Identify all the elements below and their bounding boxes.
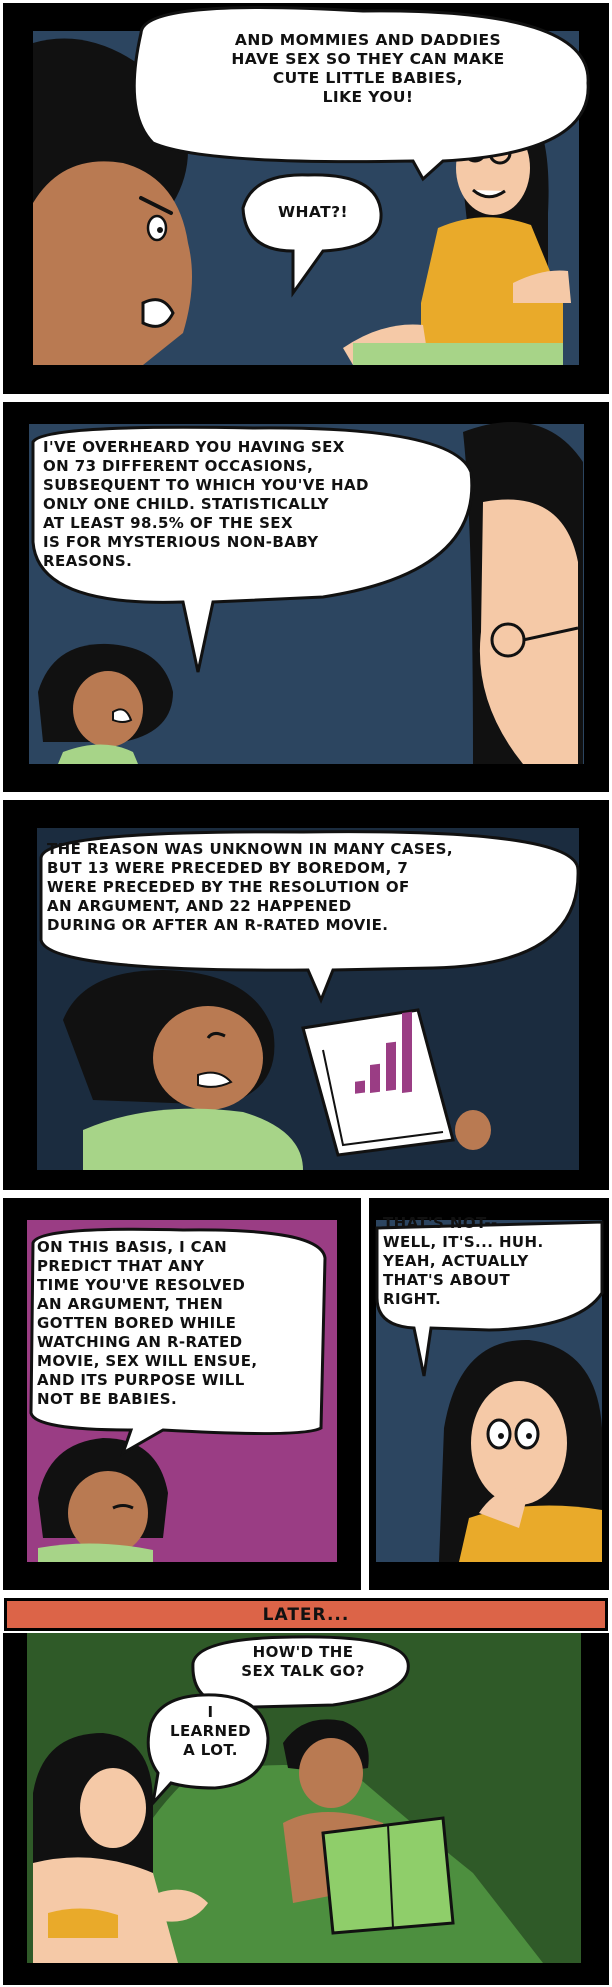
panel-4-art bbox=[27, 1220, 337, 1562]
panel-2: I'VE OVERHEARD YOU HAVING SEX ON 73 DIFF… bbox=[3, 402, 609, 792]
later-caption: LATER... bbox=[262, 1604, 350, 1625]
dad-face bbox=[299, 1738, 363, 1808]
kid-shirt bbox=[83, 1108, 303, 1170]
kid-speech-bubble bbox=[31, 425, 474, 673]
panel-6-art bbox=[27, 1633, 581, 1963]
dad-speech-text: HOW'D THE SEX TALK GO? bbox=[241, 1643, 365, 1680]
mom-speech-bubble bbox=[375, 1220, 604, 1377]
mom-top bbox=[48, 1908, 118, 1938]
panel-3: THE REASON WAS UNKNOWN IN MANY CASES, BU… bbox=[3, 800, 609, 1190]
kid-face bbox=[153, 1006, 263, 1110]
kid-speech-bubble bbox=[39, 830, 580, 1004]
kid-speech-text: ON THIS BASIS, I CAN PREDICT THAT ANY TI… bbox=[37, 1238, 258, 1408]
panel-5-art bbox=[375, 1220, 604, 1562]
mom-speech-text: THAT'S NOT-- WELL, IT'S... HUH. YEAH, AC… bbox=[383, 1214, 544, 1308]
mom-face bbox=[479, 499, 578, 764]
later-caption-banner: LATER... bbox=[4, 1598, 608, 1631]
kid-speech-text: THE REASON WAS UNKNOWN IN MANY CASES, BU… bbox=[47, 840, 453, 934]
kid-speech-bubble bbox=[29, 1227, 327, 1457]
panel-2-art bbox=[29, 422, 584, 764]
mom-speech-text: AND MOMMIES AND DADDIES HAVE SEX SO THEY… bbox=[231, 31, 505, 106]
panel-6: HOW'D THE SEX TALK GO? I LEARNED A LOT. bbox=[3, 1633, 609, 1985]
kid-speech-text: WHAT?! bbox=[278, 203, 348, 221]
panel-3-art bbox=[37, 828, 580, 1170]
panel-1: AND MOMMIES AND DADDIES HAVE SEX SO THEY… bbox=[3, 3, 609, 394]
kid-face bbox=[68, 1471, 148, 1555]
mom-speech-text: I LEARNED A LOT. bbox=[169, 1703, 251, 1759]
mom-face bbox=[80, 1768, 146, 1848]
mom-shirt bbox=[421, 217, 563, 365]
panel-1-art bbox=[33, 6, 590, 365]
kid-speech-bubble bbox=[241, 173, 383, 298]
panel-4: ON THIS BASIS, I CAN PREDICT THAT ANY TI… bbox=[3, 1198, 361, 1590]
mom-speech-bubble bbox=[146, 1693, 270, 1808]
kid-speech-text: I'VE OVERHEARD YOU HAVING SEX ON 73 DIFF… bbox=[43, 438, 369, 570]
book bbox=[321, 1816, 455, 1935]
mom-shirt bbox=[459, 1505, 602, 1562]
mom-speech-bubble bbox=[132, 6, 590, 182]
kid-face bbox=[73, 671, 143, 747]
panel-5: THAT'S NOT-- WELL, IT'S... HUH. YEAH, AC… bbox=[369, 1198, 609, 1590]
